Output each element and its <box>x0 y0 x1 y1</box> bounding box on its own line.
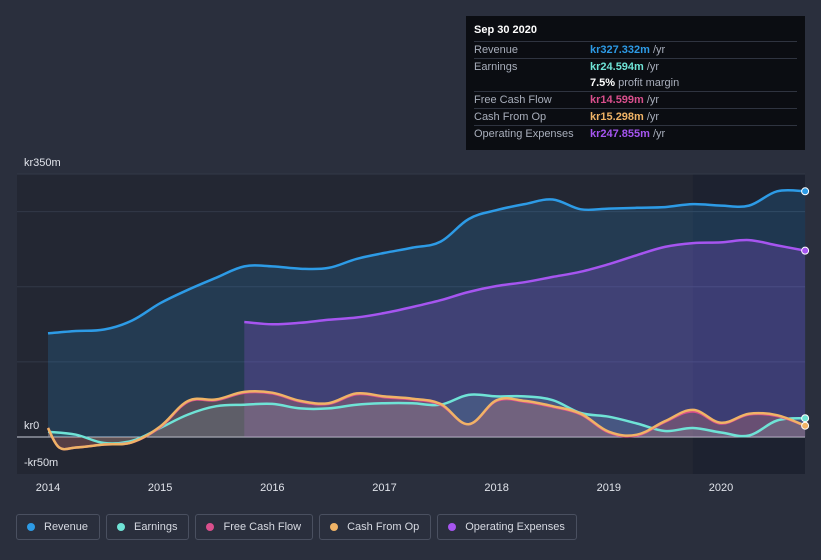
earnings-area <box>48 394 806 444</box>
x-tick-label: 2016 <box>260 482 284 494</box>
tooltip-row-value: kr24.594m <box>590 61 644 73</box>
x-tick-label: 2017 <box>372 482 396 494</box>
x-tick-label: 2018 <box>484 482 508 494</box>
legend-dot-icon <box>27 523 35 531</box>
tooltip-row-label: Cash From Op <box>474 111 547 123</box>
tooltip-row: Free Cash Flow kr14.599m/yr <box>474 91 797 108</box>
tooltip-row: Cash From Op kr15.298m/yr <box>474 108 797 125</box>
legend-label: Revenue <box>44 521 89 533</box>
legend-item-cash-from-op[interactable]: Cash From Op <box>319 514 432 540</box>
cash-from-op-end-marker <box>801 421 810 430</box>
chart-canvas: kr350m kr0 -kr50m 2014 2015 2016 2017 2018 2019 2… <box>17 157 810 494</box>
x-tick-label: 2019 <box>597 482 621 494</box>
x-tick-label: 2015 <box>148 482 172 494</box>
tooltip-row: Revenue kr327.332m/yr <box>474 41 797 58</box>
revenue-end-marker <box>801 187 810 196</box>
operating-expenses-area <box>244 240 806 437</box>
tooltip-row-label: Revenue <box>474 44 519 56</box>
tooltip-row-label <box>474 75 590 91</box>
legend-label: Operating Expenses <box>465 521 565 533</box>
legend-label: Cash From Op <box>347 521 420 533</box>
tooltip-row: Earnings kr24.594m/yr <box>474 58 797 75</box>
tooltip-row-unit: profit margin <box>618 77 680 89</box>
x-tick-label: 2014 <box>36 482 60 494</box>
tooltip-row-label: Free Cash Flow <box>474 94 552 106</box>
tooltip-row: Operating Expenses kr247.855m/yr <box>474 125 797 142</box>
tooltip-row-label: Earnings <box>474 61 518 73</box>
tooltip-row-unit: /yr <box>646 61 660 73</box>
data-tooltip: Sep 30 2020 Revenue kr327.332m/yr Earnings… <box>466 16 805 150</box>
tooltip-row-unit: /yr <box>652 44 666 56</box>
tooltip-row-value: kr327.332m <box>590 44 650 56</box>
tooltip-date: Sep 30 2020 <box>474 24 537 36</box>
operating-expenses-end-marker <box>801 246 810 255</box>
legend-item-operating-expenses[interactable]: Operating Expenses <box>437 514 577 540</box>
tooltip-row: 7.5% profit margin <box>474 75 797 91</box>
legend-dot-icon <box>206 523 215 531</box>
tooltip-row-value: 7.5% <box>590 77 616 89</box>
legend-label: Free Cash Flow <box>223 521 302 533</box>
tooltip-row-value: kr247.855m <box>590 128 650 140</box>
revenue-line <box>47 188 806 335</box>
tooltip-row-value: kr14.599m <box>590 94 644 106</box>
x-tick-label: 2020 <box>709 482 733 494</box>
y-tick-label: kr350m <box>24 157 61 169</box>
legend-dot-icon <box>330 523 339 531</box>
legend-item-revenue[interactable]: Revenue <box>16 514 101 540</box>
forecast-highlight-band <box>692 174 805 474</box>
legend-item-free-cash-flow[interactable]: Free Cash Flow <box>195 514 314 540</box>
legend-item-earnings[interactable]: Earnings <box>106 514 190 540</box>
legend-dot-icon <box>448 523 457 531</box>
legend-label: Earnings <box>134 521 178 533</box>
y-tick-label: kr0 <box>24 420 39 432</box>
tooltip-row-unit: /yr <box>652 128 666 140</box>
tooltip-row-label: Operating Expenses <box>474 128 574 140</box>
plot-area <box>17 174 805 474</box>
tooltip-row-unit: /yr <box>646 111 660 123</box>
chart-legend: Revenue Earnings Free Cash Flow Cash From O… <box>16 514 577 542</box>
tooltip-row-value: kr15.298m <box>590 111 644 123</box>
tooltip-row-unit: /yr <box>646 94 660 106</box>
cash-from-op-line <box>46 389 806 451</box>
revenue-area <box>48 190 806 437</box>
y-tick-label: -kr50m <box>24 457 58 469</box>
earnings-end-marker <box>801 414 810 423</box>
legend-dot-icon <box>117 523 126 531</box>
operating-expenses-line <box>244 238 806 326</box>
earnings-line <box>47 393 806 445</box>
